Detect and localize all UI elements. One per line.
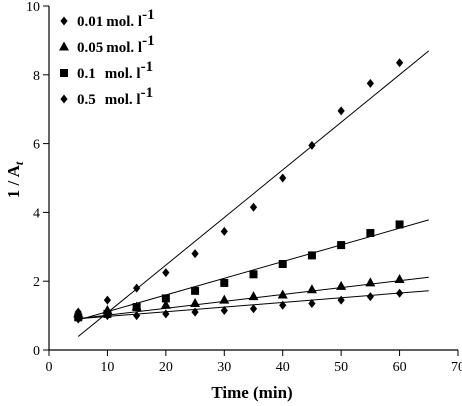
legend-marker — [60, 16, 68, 26]
y-tick-label: 6 — [33, 138, 40, 153]
data-point — [74, 314, 82, 324]
legend-label: 0.1 mol. l-1 — [77, 59, 153, 82]
data-point — [395, 58, 404, 68]
data-point — [279, 173, 287, 183]
x-tick-label: 30 — [217, 360, 231, 375]
data-point — [248, 291, 259, 301]
data-point — [191, 249, 199, 259]
data-point — [160, 299, 171, 309]
data-point — [278, 260, 287, 268]
data-point — [191, 307, 199, 317]
data-point — [308, 140, 316, 150]
y-tick-label: 10 — [26, 0, 40, 15]
x-tick-label: 60 — [393, 360, 407, 375]
data-point — [103, 311, 112, 321]
legend-unit: mol. l — [106, 40, 142, 56]
legend-unit-exponent: -1 — [142, 7, 155, 23]
data-point — [366, 292, 374, 302]
data-point — [279, 300, 287, 310]
data-point — [337, 241, 346, 250]
data-point — [220, 305, 228, 315]
data-point — [190, 298, 201, 308]
legend-concentration: 0.05 — [77, 40, 103, 56]
data-point — [366, 78, 374, 88]
data-point — [220, 226, 228, 236]
y-tick-label: 2 — [33, 275, 40, 290]
data-point — [132, 303, 141, 311]
data-point — [394, 273, 405, 283]
data-point — [220, 278, 229, 287]
legend-unit: mol. l — [105, 92, 141, 108]
data-point — [162, 309, 170, 319]
data-point — [249, 270, 258, 279]
legend-label: 0.05 mol. l-1 — [77, 33, 155, 56]
x-tick-label: 0 — [46, 360, 53, 375]
data-point — [219, 294, 230, 304]
data-point — [366, 229, 375, 238]
y-tick-label: 8 — [33, 69, 40, 84]
data-point — [162, 268, 170, 278]
legend-label: 0.01 mol. l-1 — [77, 7, 155, 30]
data-point — [133, 283, 141, 293]
data-point — [307, 251, 316, 260]
legend-label: 0.5 mol. l-1 — [77, 85, 153, 108]
data-point — [365, 277, 376, 287]
legend-concentration: 0.1 — [77, 66, 96, 82]
x-tick-label: 10 — [100, 360, 114, 375]
data-point — [395, 288, 404, 298]
legend-marker — [59, 41, 69, 51]
legend-marker — [60, 94, 68, 104]
legend-unit: mol. l — [105, 66, 141, 82]
tick-labels: 0 10 20 30 40 50 60 70 0 2 4 6 8 10 — [26, 0, 462, 375]
data-point — [337, 295, 345, 305]
data-point — [395, 220, 404, 229]
x-tick-label: 70 — [451, 360, 462, 375]
legend-unit-exponent: -1 — [142, 33, 155, 49]
tick-marks — [43, 5, 459, 356]
legend-unit-exponent: -1 — [141, 85, 154, 101]
legend-marker — [60, 69, 68, 77]
y-axis-title: 1 / At — [4, 161, 26, 198]
legend: 0.01 mol. l-10.05 mol. l-10.1 mol. l-10.5 mo… — [59, 7, 155, 108]
data-point — [249, 304, 258, 314]
legend-concentration: 0.5 — [77, 92, 96, 108]
data-points — [73, 58, 405, 324]
y-axis-title-main: 1 / A — [4, 164, 23, 198]
x-tick-label: 20 — [159, 360, 173, 375]
x-tick-label: 40 — [276, 360, 290, 375]
legend-unit-exponent: -1 — [141, 59, 154, 75]
axes — [48, 6, 458, 351]
data-point — [337, 106, 345, 116]
x-axis-title: Time (min) — [211, 383, 292, 402]
data-point — [308, 299, 316, 309]
data-point — [306, 284, 317, 294]
data-point — [103, 295, 112, 305]
data-point — [336, 280, 347, 290]
legend-concentration: 0.01 — [77, 14, 103, 30]
data-point — [133, 311, 141, 321]
data-point — [249, 202, 258, 212]
y-tick-label: 4 — [33, 206, 40, 221]
data-point — [161, 294, 170, 303]
y-tick-label: 0 — [33, 344, 40, 359]
x-tick-label: 50 — [334, 360, 348, 375]
data-point — [277, 289, 288, 299]
legend-unit: mol. l — [106, 14, 142, 30]
y-axis-title-sub: t — [12, 161, 26, 165]
data-point — [191, 286, 200, 295]
